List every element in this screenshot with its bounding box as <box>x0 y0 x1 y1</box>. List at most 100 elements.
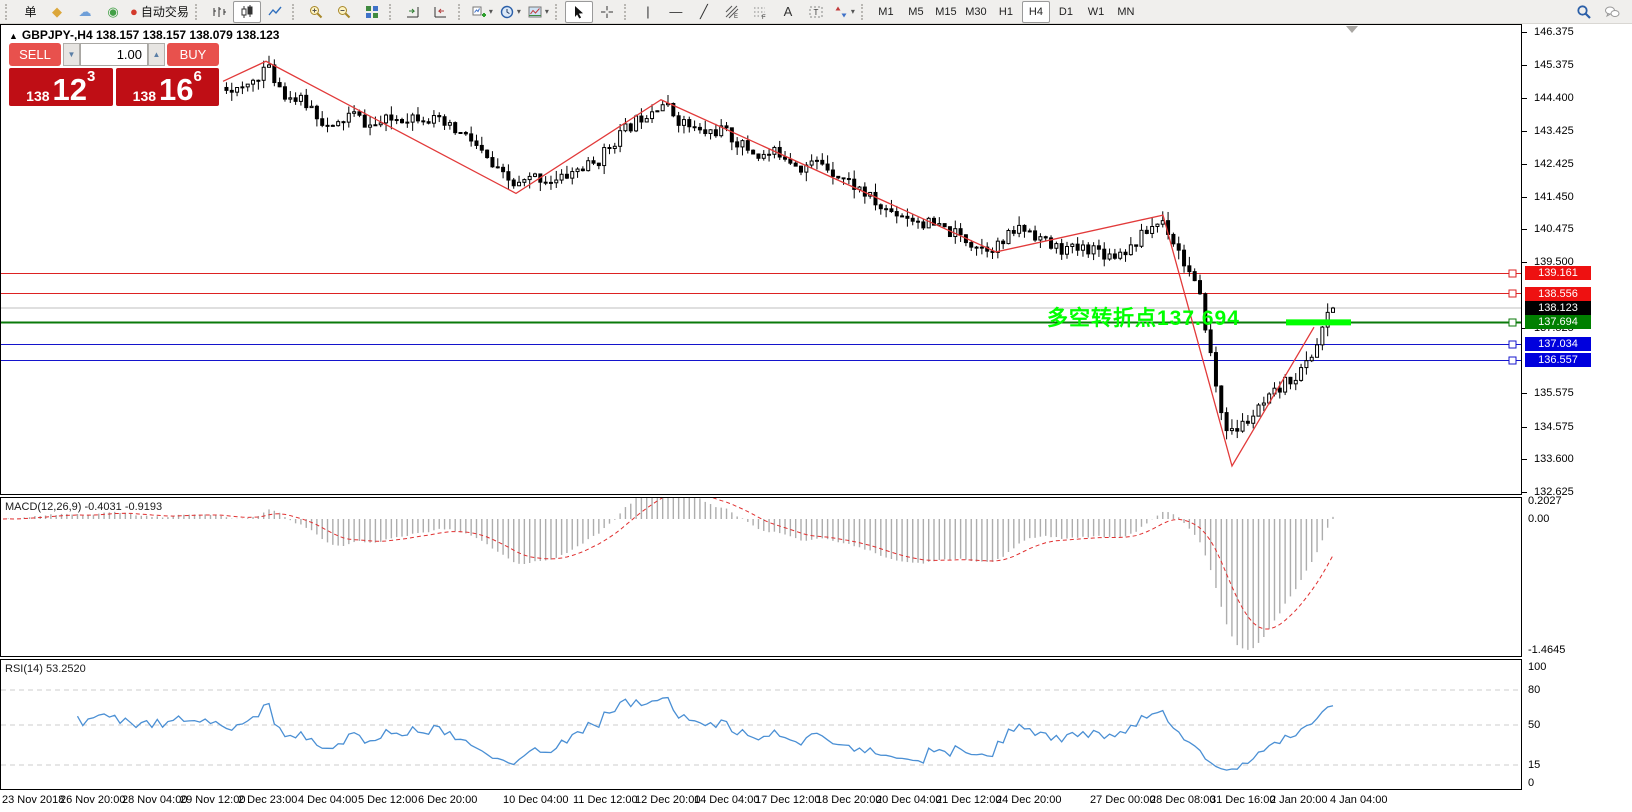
toolbar-separator <box>554 3 562 20</box>
horizontal-line-button[interactable]: — <box>669 4 683 19</box>
zigzag-line[interactable] <box>222 60 1315 468</box>
trendline-button[interactable]: ╱ <box>700 4 708 19</box>
autotrading-button[interactable]: ● 自动交易 <box>130 4 189 19</box>
channel-button[interactable]: F <box>746 1 774 23</box>
timeframe-h4-button[interactable]: H4 <box>1021 0 1050 23</box>
time-axis-label: 28 Nov 04:00 <box>122 794 188 806</box>
vertical-line-button[interactable]: | <box>646 4 650 19</box>
sell-price-pips: 12 <box>52 71 87 107</box>
volume-increase-button[interactable]: ▲ <box>148 43 165 66</box>
market-watch-icon[interactable]: ☁ <box>78 4 92 19</box>
templates-button[interactable]: ▾ <box>524 1 552 23</box>
volume-input[interactable]: 1.00 <box>80 43 148 66</box>
buy-price-point: 6 <box>193 68 202 85</box>
timeframe-h1-button[interactable]: H1 <box>998 5 1013 18</box>
timeframe-m30-button[interactable]: M30 <box>965 5 987 18</box>
timeframe-m15-button[interactable]: M15 <box>935 5 957 18</box>
chart-window: ▲ GBPJPY-,H4 138.157 138.157 138.079 138.… <box>0 24 1632 812</box>
rsi-axis-label: 15 <box>1528 759 1541 772</box>
buy-price-display[interactable]: 138 16 6 <box>115 68 219 106</box>
zoom-in-button[interactable] <box>302 1 330 23</box>
line-chart-type-button[interactable] <box>261 1 289 23</box>
time-axis-label: 31 Dec 16:00 <box>1210 794 1276 806</box>
zoom-out-button[interactable] <box>330 1 358 23</box>
svg-text:E: E <box>734 14 738 20</box>
price-tick-label: 135.575 <box>1534 387 1574 400</box>
toolbar-separator <box>194 3 202 20</box>
price-tick-label: 144.400 <box>1534 92 1574 105</box>
gold-icon[interactable]: ◆ <box>52 4 62 19</box>
timeframe-mn-button[interactable]: MN <box>1117 5 1135 18</box>
price-tick-label: 143.425 <box>1534 124 1574 137</box>
price-tick-label: 140.475 <box>1534 223 1574 236</box>
rsi-axis-label: 50 <box>1528 718 1541 731</box>
toolbar-timeframes: M1 M5 M15 M30 H1 H4 D1 W1 MN <box>858 0 1141 23</box>
search-icon[interactable] <box>1570 1 1598 23</box>
rsi-axis-label: 0 <box>1528 776 1535 789</box>
sell-price-display[interactable]: 138 12 3 <box>9 68 113 106</box>
time-axis-label: 11 Dec 12:00 <box>573 794 638 806</box>
fibonacci-button[interactable]: E <box>718 1 746 23</box>
time-axis-label: 20 Dec 04:00 <box>876 794 942 806</box>
timeframe-m1-button[interactable]: M1 <box>878 5 894 18</box>
text-button[interactable]: A <box>783 4 793 19</box>
main-chart-plot[interactable] <box>1 25 1521 494</box>
time-axis[interactable]: 23 Nov 2018 26 Nov 20:00 28 Nov 04:00 29 No… <box>0 790 1632 812</box>
timeframe-d1-button[interactable]: D1 <box>1058 5 1073 18</box>
price-tickmark <box>1522 32 1527 33</box>
time-axis-label: 4 Dec 04:00 <box>298 794 358 806</box>
toolbar-separator <box>457 3 465 20</box>
text-label-button[interactable]: T <box>802 1 830 23</box>
sell-price-big-figure: 138 <box>26 88 50 104</box>
time-axis-label: 24 Dec 20:00 <box>996 794 1062 806</box>
price-tickmark <box>1522 491 1527 493</box>
timeframe-w1-button[interactable]: W1 <box>1087 5 1105 18</box>
price-tick-label: 133.600 <box>1534 453 1574 466</box>
volume-decrease-button[interactable]: ▼ <box>63 43 80 66</box>
chat-icon[interactable] <box>1598 1 1626 23</box>
time-axis-label: 26 Nov 20:00 <box>60 794 126 806</box>
chart-shift-button[interactable] <box>427 1 455 23</box>
chart-shift-marker <box>1346 26 1358 33</box>
macd-plot[interactable] <box>1 498 1521 656</box>
toolbar: 单 ◆ ☁ ◉ ● 自动交易 ▾ ▾ ▾ | — ╱ E F A T ▾ M1 M5 M15 M30 H1 H4 D1 W1 M… <box>0 0 1632 24</box>
auto-scroll-button[interactable] <box>399 1 427 23</box>
bar-chart-type-button[interactable] <box>205 1 233 23</box>
sell-button[interactable]: SELL <box>9 43 61 66</box>
price-tickmark <box>1522 459 1527 461</box>
price-tick-label: 145.375 <box>1534 59 1574 72</box>
new-chart-button[interactable]: ▾ <box>468 1 496 23</box>
crosshair-button[interactable] <box>593 1 621 23</box>
candlestick-chart-type-button[interactable] <box>232 0 261 23</box>
ohlc-readout: 138.157 138.157 138.079 138.123 <box>95 28 280 42</box>
periods-button[interactable]: ▾ <box>496 1 524 23</box>
price-level-badge-138.556: 138.556 <box>1525 286 1591 301</box>
main-chart-pane[interactable]: ▲ GBPJPY-,H4 138.157 138.157 138.079 138.… <box>0 24 1522 495</box>
arrows-button[interactable]: ▾ <box>830 1 858 23</box>
signals-icon[interactable]: ◉ <box>107 4 119 19</box>
new-order-button[interactable]: 单 <box>24 5 37 19</box>
rsi-axis-label: 80 <box>1528 684 1541 697</box>
rsi-plot[interactable] <box>1 660 1521 789</box>
timeframe-m5-button[interactable]: M5 <box>908 5 924 18</box>
toolbar-separator <box>5 3 12 20</box>
rsi-pane[interactable]: RSI(14) 53.2520 <box>0 659 1522 790</box>
cursor-button[interactable] <box>564 0 593 23</box>
time-axis-label: 12 Dec 20:00 <box>635 794 701 806</box>
macd-pane[interactable]: MACD(12,26,9) -0.4031 -0.9193 <box>0 497 1522 657</box>
chart-title: ▲ GBPJPY-,H4 138.157 138.157 138.079 138.… <box>9 28 279 42</box>
tile-windows-button[interactable] <box>358 1 386 23</box>
price-tick-label: 142.425 <box>1534 158 1574 171</box>
price-tick-label: 134.575 <box>1534 420 1574 433</box>
time-axis-label: 4 Jan 04:00 <box>1330 794 1388 806</box>
price-tickmark <box>1522 98 1527 100</box>
price-tickmark <box>1522 130 1527 132</box>
price-tickmark <box>1522 261 1527 263</box>
time-axis-label: 27 Dec 00:00 <box>1090 794 1156 806</box>
panel-collapse-icon[interactable]: ▲ <box>9 31 18 41</box>
buy-button[interactable]: BUY <box>167 43 219 66</box>
toolbar-left: 单 ◆ ☁ ◉ ● 自动交易 ▾ ▾ ▾ | — ╱ E F A T ▾ <box>2 0 858 23</box>
pivot-annotation-text[interactable]: 多空转折点137.694 <box>1047 307 1240 330</box>
toolbar-separator <box>860 3 868 20</box>
price-level-badge-139.161: 139.161 <box>1525 266 1591 281</box>
